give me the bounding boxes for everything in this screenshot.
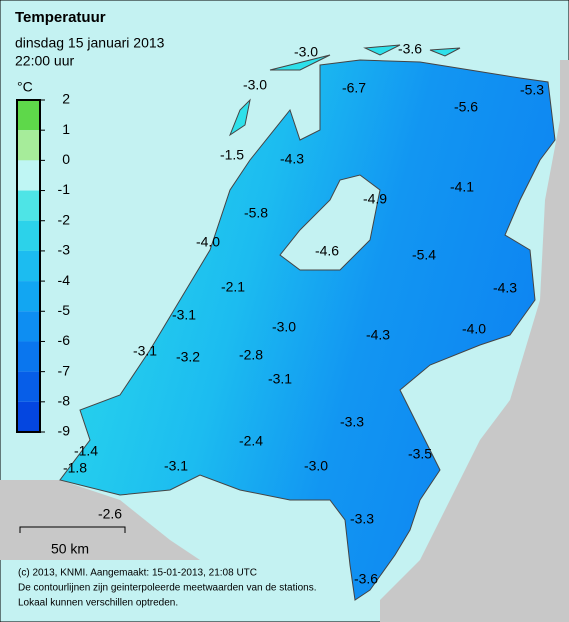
date: dinsdag 15 januari 2013 xyxy=(15,35,165,51)
legend-band xyxy=(17,371,40,402)
footer-line: De contourlijnen zijn geinterpoleerde me… xyxy=(18,583,317,594)
netherlands xyxy=(59,59,556,601)
legend-band xyxy=(17,100,40,131)
wadden-islands xyxy=(228,44,461,137)
legend-band xyxy=(17,190,40,221)
legend-band xyxy=(17,130,40,161)
legend-band xyxy=(17,341,40,372)
station-label: -3.0 xyxy=(294,44,318,60)
legend-frame xyxy=(16,99,41,433)
station-label: -4.3 xyxy=(366,327,390,343)
time: 22:00 uur xyxy=(15,53,74,69)
scale-bar xyxy=(19,526,126,533)
footer-line: Lokaal kunnen verschillen optreden. xyxy=(18,598,178,609)
station-label: -4.3 xyxy=(493,280,517,296)
station-label: -2.4 xyxy=(239,433,263,449)
station-label: -1.5 xyxy=(220,147,244,163)
ijsselmeer xyxy=(279,174,381,271)
station-label: -4.0 xyxy=(462,321,486,337)
stations: -3.0 -3.6 -3.0 -6.7 -5.6 -5.3 -1.5 -4.3 … xyxy=(63,41,544,587)
legend-band xyxy=(17,160,40,191)
legend-tick-label: -7 xyxy=(58,362,71,378)
legend-tick-label: -3 xyxy=(58,242,71,258)
station-label: -5.3 xyxy=(520,82,544,98)
station-label: -5.8 xyxy=(244,205,268,221)
foreign-land-east xyxy=(380,60,569,622)
foreign-land-south xyxy=(0,480,200,560)
station-label: -2.6 xyxy=(98,506,122,522)
station-label: -1.4 xyxy=(74,443,98,459)
station-label: -4.0 xyxy=(196,234,220,250)
station-label: -6.7 xyxy=(342,80,366,96)
legend-tick-label: -6 xyxy=(58,332,71,348)
footer-line: (c) 2013, KNMI. Aangemaakt: 15-01-2013, … xyxy=(18,568,257,579)
title: Temperatuur xyxy=(15,9,106,26)
legend-band xyxy=(17,220,40,251)
legend-tick-label: 0 xyxy=(62,151,70,167)
station-label: -3.1 xyxy=(133,343,157,359)
station-label: -5.6 xyxy=(454,99,478,115)
legend: 2 1 0 -1 -2 -3 -4 -5 -6 -7 -8 -9 xyxy=(16,91,71,439)
legend-band xyxy=(17,311,40,342)
legend-tick-label: -1 xyxy=(58,181,71,197)
station-label: -3.0 xyxy=(304,458,328,474)
legend-tick-label: -2 xyxy=(58,211,71,227)
station-label: -3.1 xyxy=(164,458,188,474)
station-label: -4.6 xyxy=(315,243,339,259)
legend-band xyxy=(17,281,40,312)
station-label: -3.2 xyxy=(176,349,200,365)
station-label: -2.8 xyxy=(239,347,263,363)
station-label: -3.0 xyxy=(272,319,296,335)
station-label: -3.3 xyxy=(350,511,374,527)
legend-tick-label: -4 xyxy=(58,272,71,288)
station-label: -4.9 xyxy=(363,191,387,207)
station-label: -3.1 xyxy=(172,307,196,323)
scale-label: 50 km xyxy=(51,541,89,557)
station-label: -1.8 xyxy=(63,460,87,476)
station-label: -3.6 xyxy=(398,41,422,57)
station-label: -3.5 xyxy=(408,446,432,462)
station-label: -3.6 xyxy=(354,571,378,587)
legend-band xyxy=(17,250,40,282)
legend-tick-label: -5 xyxy=(58,302,71,318)
station-label: -3.3 xyxy=(340,414,364,430)
legend-band xyxy=(17,401,40,432)
station-label: -4.3 xyxy=(280,151,304,167)
legend-tick-label: -9 xyxy=(58,423,71,439)
station-label: -3.0 xyxy=(243,77,267,93)
station-label: -2.1 xyxy=(221,279,245,295)
legend-tick-label: -8 xyxy=(58,393,71,409)
legend-tick-label: 2 xyxy=(62,91,70,107)
legend-tick-label: 1 xyxy=(62,121,70,137)
station-label: -3.1 xyxy=(268,371,292,387)
legend-unit: °C xyxy=(17,79,33,95)
station-label: -5.4 xyxy=(412,247,436,263)
station-label: -4.1 xyxy=(450,179,474,195)
